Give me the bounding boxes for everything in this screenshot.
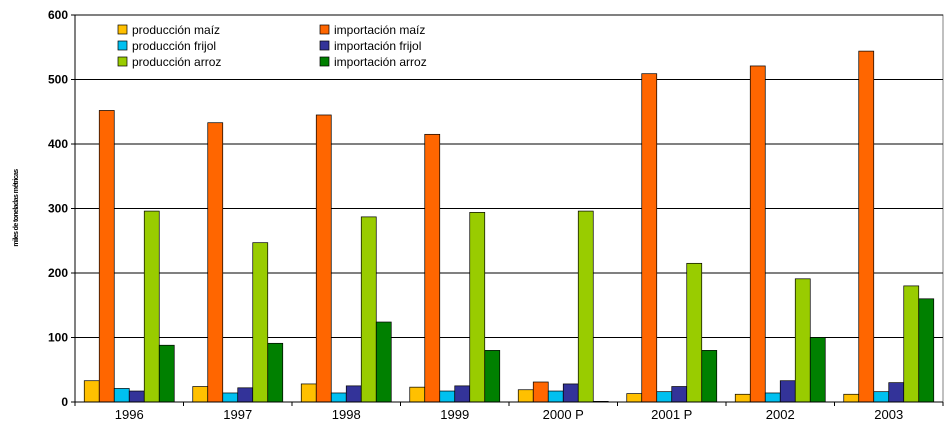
bar — [424, 133, 441, 403]
bar — [83, 380, 100, 403]
bar — [192, 386, 209, 403]
legend-swatch — [319, 40, 330, 51]
x-tick-label: 1999 — [440, 407, 469, 421]
bar — [641, 73, 658, 403]
bar — [749, 65, 766, 403]
y-tick-label: 300 — [48, 202, 68, 216]
bar — [858, 50, 875, 403]
bar — [779, 380, 796, 403]
bar — [562, 383, 579, 403]
bar — [517, 389, 534, 403]
bar — [918, 298, 935, 403]
bar — [207, 122, 224, 403]
bar — [547, 390, 564, 403]
legend-swatch — [117, 40, 128, 51]
x-tick-label: 1996 — [115, 407, 144, 421]
bar — [701, 350, 718, 403]
bar — [237, 387, 254, 403]
bar — [888, 382, 905, 403]
y-tick-label: 0 — [61, 395, 68, 409]
y-tick-label: 500 — [48, 73, 68, 87]
y-tick-label: 400 — [48, 137, 68, 151]
bar — [267, 342, 284, 403]
legend-swatch — [319, 24, 330, 35]
bar — [300, 383, 317, 403]
bar — [671, 386, 688, 403]
bar — [222, 392, 239, 403]
bar — [764, 392, 781, 403]
bars — [83, 50, 935, 403]
axes: 0 100 200 300 400 500 600 1996 1997 1998 1999 2000 … — [48, 8, 944, 421]
bar — [577, 210, 594, 403]
bar — [315, 114, 332, 403]
bar — [873, 391, 890, 403]
y-tick-label: 600 — [48, 8, 68, 22]
bar — [252, 242, 269, 403]
x-tick-label: 2003 — [874, 407, 903, 421]
y-tick-label: 100 — [48, 331, 68, 345]
bar — [809, 337, 826, 403]
legend-label: importación maíz — [334, 23, 425, 37]
x-tick-label: 2002 — [766, 407, 795, 421]
legend-swatch — [117, 56, 128, 67]
legend-label: importación frijol — [334, 39, 421, 53]
x-tick-label: 1998 — [332, 407, 361, 421]
bar — [158, 344, 175, 403]
bar — [143, 210, 160, 403]
x-tick-label: 1997 — [223, 407, 252, 421]
legend-swatch — [117, 24, 128, 35]
legend-swatch — [319, 56, 330, 67]
x-tick-label: 2001 P — [651, 407, 692, 421]
bar — [98, 110, 115, 403]
bar — [454, 385, 471, 403]
bar — [686, 262, 703, 403]
bar — [843, 393, 860, 403]
legend-label: producción frijol — [132, 39, 216, 53]
bar — [345, 385, 362, 403]
bar — [113, 388, 130, 403]
y-axis-label: miles de toneladas métricas — [13, 169, 20, 247]
legend-label: producción maíz — [132, 23, 220, 37]
bar — [734, 393, 751, 403]
bar — [484, 350, 501, 403]
bar — [794, 278, 811, 403]
bar — [469, 212, 486, 403]
x-tick-label: 2000 P — [543, 407, 584, 421]
bar — [360, 216, 377, 403]
bar — [375, 321, 392, 403]
bar — [903, 285, 920, 403]
bar — [656, 391, 673, 403]
y-tick-label: 200 — [48, 266, 68, 280]
bar — [409, 386, 426, 403]
bar — [532, 381, 549, 403]
legend: producción maíz importación maíz producció… — [117, 23, 427, 69]
bar — [128, 390, 145, 403]
legend-label: producción arroz — [132, 55, 221, 69]
bar — [330, 392, 347, 403]
legend-label: importación arroz — [334, 55, 427, 69]
bar — [626, 393, 643, 403]
bar — [439, 390, 456, 403]
